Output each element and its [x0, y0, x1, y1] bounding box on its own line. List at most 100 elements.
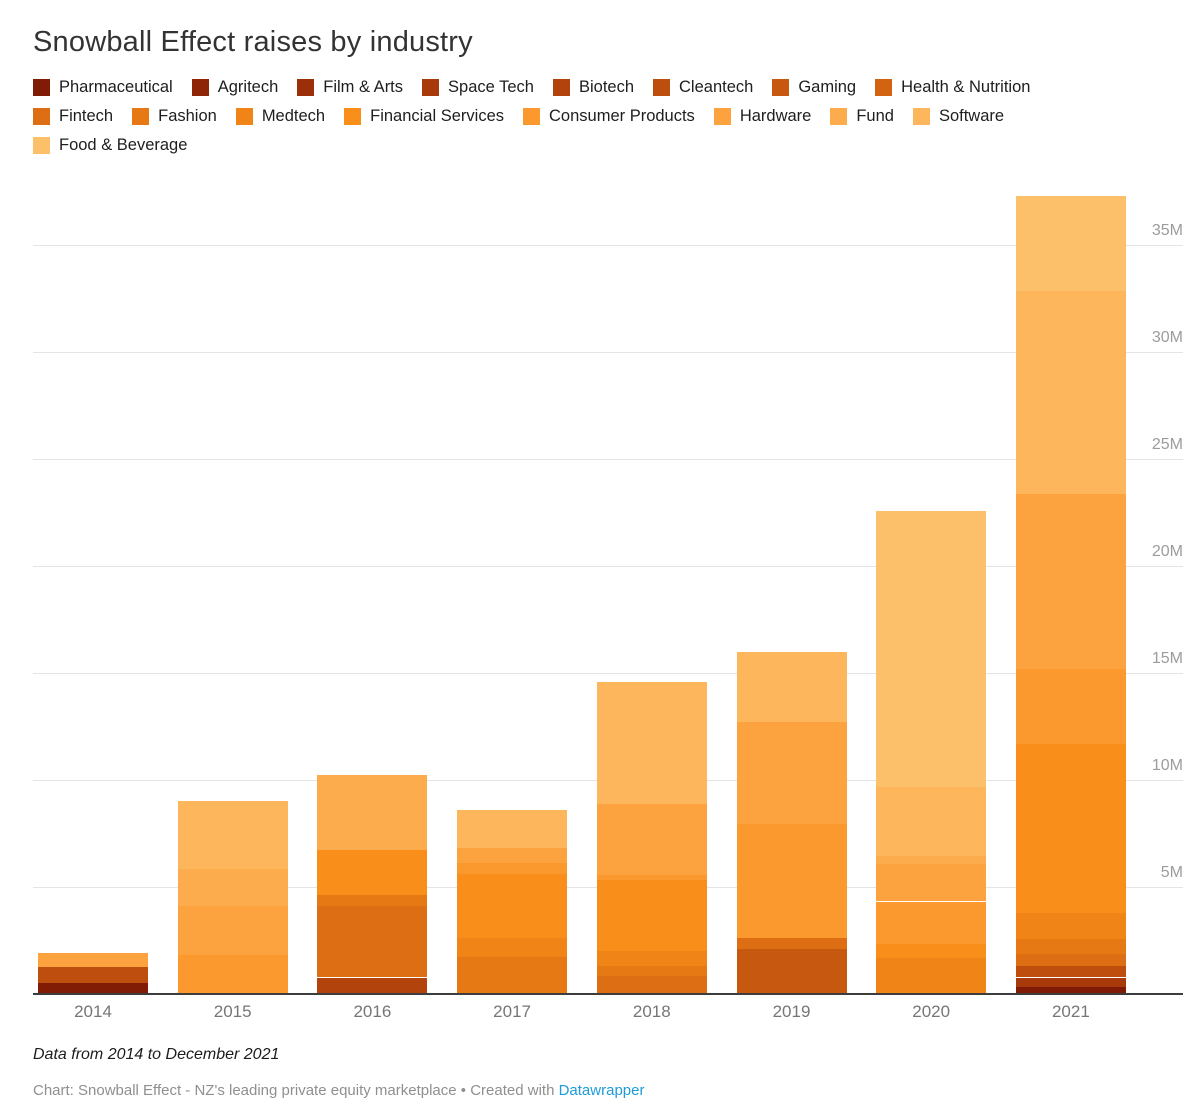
legend-item-software: Software	[912, 107, 1005, 126]
bar-segment-2020-financial-services[interactable]	[876, 944, 987, 959]
bar-segment-2021-food-beverage[interactable]	[1015, 196, 1126, 291]
legend-swatch-medtech	[235, 108, 253, 125]
legend-swatch-software	[912, 108, 930, 125]
bar-segment-2021-consumer-products[interactable]	[1015, 669, 1126, 745]
legend-item-pharmaceutical: Pharmaceutical	[33, 78, 173, 97]
y-tick-label-10m: 10M	[1151, 756, 1183, 774]
bar-segment-2014-hardware[interactable]	[38, 952, 148, 967]
y-tick-label-30m: 30M	[1151, 328, 1183, 346]
bar-segment-2018-fintech[interactable]	[596, 976, 707, 994]
bar-segment-2015-hardware[interactable]	[177, 905, 288, 955]
bar-segment-2021-fintech[interactable]	[1015, 953, 1126, 966]
bar-segment-2017-medtech[interactable]	[457, 937, 568, 958]
bar-segment-2017-fashion[interactable]	[457, 957, 568, 994]
x-axis-label-2021: 2021	[1051, 1002, 1090, 1021]
bar-segment-2016-fintech[interactable]	[317, 905, 428, 978]
gridline-20m	[33, 565, 1183, 567]
bar-segment-2016-financial-services[interactable]	[317, 850, 428, 895]
bar-segment-2021-financial-services[interactable]	[1015, 744, 1126, 914]
legend-item-medtech: Medtech	[235, 107, 325, 126]
legend-swatch-agritech	[191, 79, 209, 96]
legend-label: Consumer Products	[549, 107, 695, 125]
bar-segment-2014-cleantech[interactable]	[38, 966, 148, 983]
legend-label: Pharmaceutical	[59, 78, 173, 96]
bar-segment-2020-software[interactable]	[876, 787, 987, 856]
bar-segment-2018-consumer-products[interactable]	[596, 874, 707, 880]
bar-segment-2021-space-tech[interactable]	[1015, 977, 1126, 988]
bar-segment-2015-consumer-products[interactable]	[177, 955, 288, 994]
y-tick-label-25m: 25M	[1151, 435, 1183, 453]
legend-label: Gaming	[798, 78, 857, 96]
legend-label: Fund	[856, 107, 894, 125]
legend-label: Fintech	[59, 107, 114, 125]
legend-swatch-food-beverage	[33, 137, 50, 154]
legend-swatch-space-tech	[422, 79, 440, 96]
bar-segment-2019-consumer-products[interactable]	[736, 824, 847, 938]
legend-swatch-film-arts	[297, 79, 315, 96]
bar-segment-2020-medtech[interactable]	[876, 958, 987, 994]
bar-segment-2015-software[interactable]	[177, 800, 288, 870]
bar-segment-2016-biotech[interactable]	[317, 977, 428, 994]
legend-item-fund: Fund	[830, 107, 894, 126]
bar-segment-2017-consumer-products[interactable]	[457, 863, 568, 874]
byline: Chart: Snowball Effect - NZ's leading pr…	[33, 1082, 644, 1099]
legend-label: Health & Nutrition	[901, 78, 1031, 96]
bar-segment-2018-fashion[interactable]	[596, 965, 707, 977]
bar-segment-2017-software[interactable]	[457, 809, 568, 848]
bar-segment-2018-hardware[interactable]	[596, 804, 707, 875]
bar-segment-2016-fashion[interactable]	[317, 895, 428, 906]
bar-segment-2021-fashion[interactable]	[1015, 938, 1126, 954]
bar-segment-2020-hardware[interactable]	[876, 864, 987, 902]
legend-swatch-fashion	[132, 108, 150, 125]
legend-label: Agritech	[217, 78, 279, 96]
gridline-35m	[33, 244, 1183, 246]
legend-label: Film & Arts	[323, 78, 404, 96]
legend-label: Software	[938, 107, 1005, 125]
bar-segment-2021-pharmaceutical[interactable]	[1015, 987, 1126, 994]
legend-item-hardware: Hardware	[713, 107, 811, 126]
bar-segment-2019-gaming[interactable]	[736, 948, 847, 994]
x-axis-label-2017: 2017	[493, 1002, 531, 1021]
bar-segment-2021-software[interactable]	[1015, 290, 1126, 494]
bar-segment-2021-medtech[interactable]	[1015, 913, 1126, 939]
legend-label: Financial Services	[370, 107, 504, 125]
legend-swatch-consumer-products	[523, 108, 540, 125]
byline-text: Chart: Snowball Effect - NZ's leading pr…	[33, 1082, 559, 1099]
legend-swatch-fintech	[33, 108, 50, 125]
gridline-30m	[33, 351, 1183, 353]
bar-segment-2017-hardware[interactable]	[457, 848, 568, 863]
datawrapper-link[interactable]: Datawrapper	[558, 1082, 645, 1099]
bar-segment-2019-hardware[interactable]	[736, 721, 847, 825]
bar-segment-2018-medtech[interactable]	[596, 950, 707, 966]
legend-item-fashion: Fashion	[132, 107, 217, 126]
bar-segment-2019-fintech[interactable]	[736, 937, 847, 949]
bar-segment-2019-software[interactable]	[736, 652, 847, 722]
bar-segment-2021-hardware[interactable]	[1015, 493, 1126, 670]
bar-segment-2016-fund[interactable]	[317, 775, 428, 851]
bar-segment-2020-consumer-products[interactable]	[876, 901, 987, 945]
bar-segment-2018-financial-services[interactable]	[596, 880, 707, 951]
legend-item-space-tech: Space Tech	[422, 78, 534, 97]
legend-label: Space Tech	[448, 78, 534, 96]
legend-swatch-health-nutrition	[875, 79, 893, 96]
bar-segment-2020-fund[interactable]	[876, 855, 987, 865]
bar-segment-2020-food-beverage[interactable]	[876, 510, 987, 787]
legend-item-health-nutrition: Health & Nutrition	[875, 78, 1030, 97]
legend-label: Biotech	[578, 78, 635, 96]
bar-segment-2017-financial-services[interactable]	[457, 873, 568, 938]
bar-segment-2018-software[interactable]	[596, 682, 707, 805]
legend-item-financial-services: Financial Services	[344, 107, 504, 126]
x-axis-label-2018: 2018	[632, 1002, 671, 1021]
legend-row-2: Fintech Fashion Medtech Financial Services C…	[33, 107, 1173, 126]
bar-segment-2014-pharmaceutical[interactable]	[38, 982, 148, 994]
legend-swatch-hardware	[713, 108, 731, 125]
legend-row-3: Food & Beverage	[33, 136, 1173, 155]
legend: Pharmaceutical Agritech Film & Arts Space T…	[33, 78, 1173, 165]
legend-swatch-fund	[830, 108, 848, 125]
legend-item-film-arts: Film & Arts	[297, 78, 403, 97]
y-tick-label-35m: 35M	[1151, 221, 1183, 239]
x-axis-label-2015: 2015	[213, 1002, 252, 1021]
bar-segment-2021-cleantech[interactable]	[1015, 965, 1126, 978]
bar-segment-2015-fund[interactable]	[177, 869, 288, 906]
